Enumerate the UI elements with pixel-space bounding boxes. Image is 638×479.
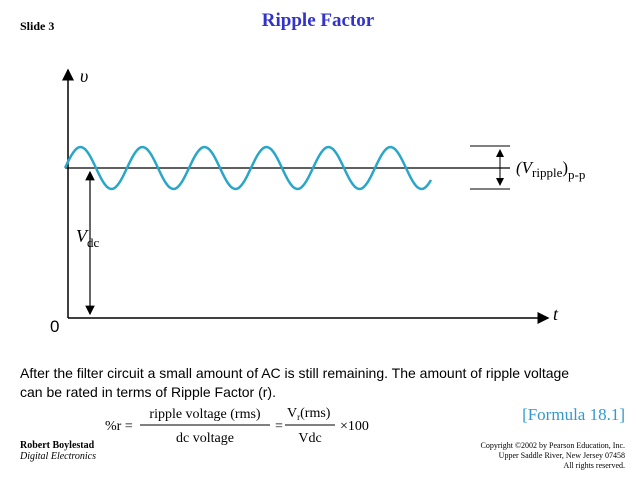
- copyright: Upper Saddle River, New Jersey 07458: [499, 451, 625, 460]
- formula-equals: =: [275, 419, 283, 434]
- book: Digital Electronics: [19, 451, 96, 462]
- vr-rest: (rms): [300, 406, 331, 421]
- formula-numerator: Vr(rms): [287, 406, 331, 422]
- vpp-close: ): [562, 158, 568, 177]
- vpp-label: (Vripple)p-p: [516, 158, 585, 182]
- vdc-label: Vdc: [76, 226, 100, 250]
- ripple-wave: [63, 145, 433, 191]
- vr-sub: r: [297, 412, 300, 422]
- formula-numerator: ripple voltage (rms): [149, 407, 261, 422]
- author: Robert Boylestad: [20, 440, 95, 451]
- vr-main: V: [287, 406, 297, 421]
- body-line: After the filter circuit a small amount …: [20, 365, 569, 381]
- vpp-sub: ripple: [532, 165, 563, 180]
- formula-denominator: Vdc: [298, 431, 321, 446]
- formula-denominator: dc voltage: [176, 431, 234, 446]
- formula-times: ×100: [340, 419, 369, 434]
- vpp-open: (V: [516, 158, 535, 177]
- vdc-main: V: [76, 226, 89, 246]
- formula-tag: [Formula 18.1]: [522, 405, 625, 424]
- x-axis-label: t: [553, 304, 559, 324]
- copyright: Copyright ©2002 by Pearson Education, In…: [481, 441, 626, 450]
- origin-label: 0: [50, 317, 59, 336]
- vpp-pp: p-p: [568, 167, 585, 182]
- formula-lhs: %r =: [105, 419, 133, 434]
- copyright: All rights reserved.: [563, 461, 625, 470]
- vdc-sub: dc: [87, 235, 100, 250]
- y-axis-label: υ: [80, 66, 88, 86]
- slide-title: Ripple Factor: [262, 10, 375, 31]
- body-line: can be rated in terms of Ripple Factor (…: [20, 384, 276, 400]
- slide-number: Slide 3: [20, 19, 54, 33]
